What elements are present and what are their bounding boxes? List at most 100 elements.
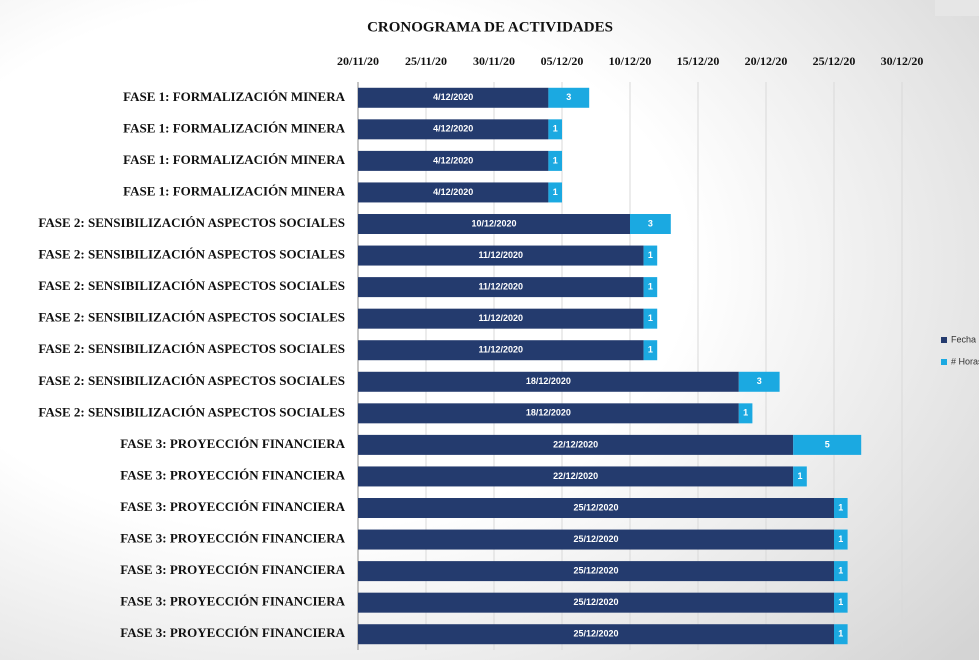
x-tick-label: 10/12/20 (609, 54, 652, 68)
data-label: 1 (838, 597, 843, 607)
x-tick-label: 30/12/20 (881, 54, 924, 68)
bar-horas (834, 498, 848, 518)
y-tick-label: FASE 3: PROYECCIÓN FINANCIERA (120, 531, 345, 546)
bar-fecha (358, 214, 630, 234)
bar-horas (793, 434, 862, 455)
data-label: 25/12/2020 (573, 502, 618, 512)
y-tick-label: FASE 3: PROYECCIÓN FINANCIERA (120, 467, 345, 482)
bar-fecha (358, 624, 834, 645)
bar-fecha (358, 371, 739, 392)
bar-horas (548, 182, 562, 203)
data-label: 25/12/2020 (573, 565, 618, 575)
y-tick-label: FASE 1: FORMALIZACIÓN MINERA (123, 89, 345, 104)
y-tick-label: FASE 3: PROYECCIÓN FINANCIERA (120, 562, 345, 577)
y-tick-label: FASE 1: FORMALIZACIÓN MINERA (123, 152, 345, 167)
bar-fecha (358, 245, 644, 266)
x-tick-label: 15/12/20 (677, 54, 720, 68)
data-label: 4/12/2020 (433, 124, 473, 134)
legend-swatch (941, 359, 947, 365)
data-label: 11/12/2020 (479, 250, 524, 260)
data-label: 1 (838, 502, 843, 512)
data-label: 22/12/2020 (553, 439, 598, 449)
y-tick-label: FASE 3: PROYECCIÓN FINANCIERA (120, 594, 345, 609)
y-tick-label: FASE 3: PROYECCIÓN FINANCIERA (120, 625, 345, 640)
bar-horas (548, 150, 562, 171)
data-label: 3 (566, 92, 571, 102)
y-tick-label: FASE 1: FORMALIZACIÓN MINERA (123, 183, 345, 198)
y-tick-label: FASE 2: SENSIBILIZACIÓN ASPECTOS SOCIALE… (38, 278, 345, 293)
y-tick-label: FASE 3: PROYECCIÓN FINANCIERA (120, 436, 345, 451)
bar-fecha (358, 561, 834, 582)
bar-fecha (358, 466, 794, 487)
data-label: 18/12/2020 (526, 408, 571, 418)
data-label: 5 (825, 439, 830, 449)
data-label: 3 (757, 376, 762, 386)
bar-fecha (358, 87, 549, 108)
data-label: 25/12/2020 (573, 597, 618, 607)
data-label: 4/12/2020 (433, 187, 473, 197)
bar-horas (643, 340, 658, 361)
bar-fecha (358, 340, 644, 361)
data-label: 10/12/2020 (471, 218, 516, 228)
bar-horas (834, 561, 848, 582)
data-label: 25/12/2020 (573, 629, 618, 639)
bar-horas (834, 529, 848, 550)
data-label: 4/12/2020 (433, 155, 473, 165)
bar-horas (738, 403, 753, 424)
legend-swatch (941, 337, 947, 343)
data-label: 1 (553, 155, 558, 165)
y-tick-label: FASE 1: FORMALIZACIÓN MINERA (123, 120, 345, 135)
y-tick-label: FASE 2: SENSIBILIZACIÓN ASPECTOS SOCIALE… (38, 215, 345, 230)
data-label: 1 (838, 565, 843, 575)
x-tick-label: 20/11/20 (337, 54, 379, 68)
x-tick-label: 05/12/20 (541, 54, 584, 68)
data-label: 1 (743, 408, 748, 418)
corner-bar (935, 0, 979, 16)
data-label: 11/12/2020 (479, 345, 524, 355)
data-label: 3 (648, 218, 653, 228)
bar-horas (834, 592, 848, 613)
bar-horas (548, 87, 590, 108)
x-tick-label: 25/11/20 (405, 54, 447, 68)
data-label: 11/12/2020 (479, 313, 524, 323)
data-label: 1 (838, 629, 843, 639)
bar-fecha (358, 434, 794, 455)
bar-fecha (358, 119, 549, 140)
x-tick-label: 20/12/20 (745, 54, 788, 68)
data-label: 1 (648, 281, 653, 291)
bar-fecha (358, 592, 834, 613)
data-label: 4/12/2020 (433, 92, 473, 102)
bar-horas (793, 466, 807, 487)
data-label: 1 (797, 471, 802, 481)
chart-title: CRONOGRAMA DE ACTIVIDADES (367, 19, 613, 35)
legend-label: Fecha (951, 334, 976, 344)
bar-fecha (358, 529, 834, 550)
bar-fecha (358, 498, 834, 518)
data-label: 1 (648, 345, 653, 355)
y-tick-label: FASE 3: PROYECCIÓN FINANCIERA (120, 499, 345, 514)
y-tick-label: FASE 2: SENSIBILIZACIÓN ASPECTOS SOCIALE… (38, 310, 345, 325)
bar-horas (630, 214, 671, 234)
bar-fecha (358, 182, 549, 203)
data-label: 11/12/2020 (479, 281, 524, 291)
data-label: 1 (553, 187, 558, 197)
bar-fecha (358, 150, 549, 171)
y-tick-label: FASE 2: SENSIBILIZACIÓN ASPECTOS SOCIALE… (38, 404, 345, 419)
bar-fecha (358, 403, 739, 424)
data-label: 25/12/2020 (573, 534, 618, 544)
bar-fecha (358, 308, 644, 329)
bar-horas (643, 308, 658, 329)
y-tick-label: FASE 2: SENSIBILIZACIÓN ASPECTOS SOCIALE… (38, 247, 345, 262)
bar-fecha (358, 277, 644, 298)
x-tick-label: 30/11/20 (473, 54, 515, 68)
y-tick-label: FASE 2: SENSIBILIZACIÓN ASPECTOS SOCIALE… (38, 373, 345, 388)
bar-horas (738, 371, 780, 392)
bar-horas (643, 245, 658, 266)
data-label: 1 (648, 250, 653, 260)
bar-horas (548, 119, 562, 140)
data-label: 22/12/2020 (553, 471, 598, 481)
bar-horas (834, 624, 848, 645)
data-label: 1 (553, 124, 558, 134)
